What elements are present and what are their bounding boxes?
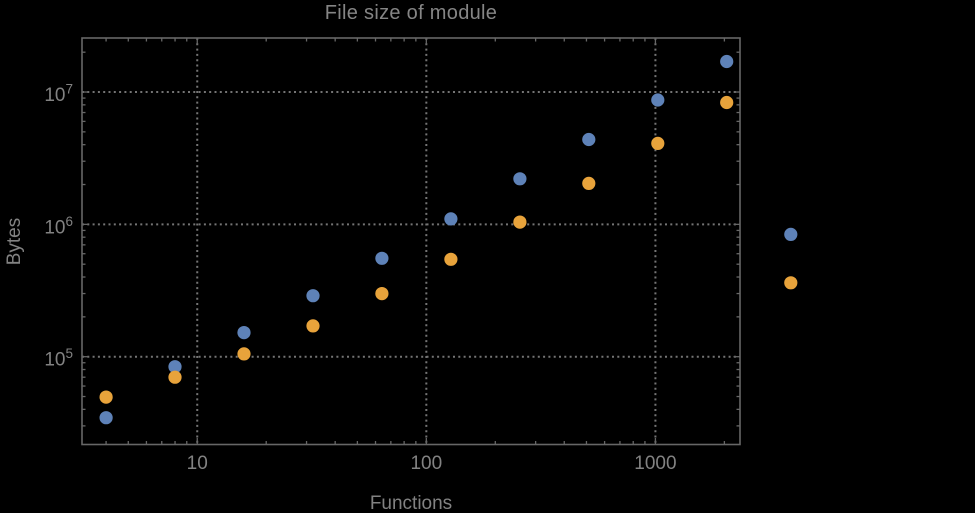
data-point — [720, 54, 734, 69]
data-point — [168, 370, 182, 384]
data-point — [237, 347, 251, 361]
x-tick-label: 10 — [187, 453, 208, 474]
data-point — [444, 212, 458, 226]
data-point — [784, 227, 798, 241]
y-tick-label: 107 — [44, 82, 73, 107]
data-point — [99, 411, 113, 425]
y-tick-label: 105 — [44, 346, 73, 371]
data-point — [651, 93, 665, 107]
data-point — [784, 276, 798, 290]
data-point — [375, 251, 389, 265]
data-point — [168, 360, 182, 374]
data-point — [375, 287, 389, 301]
data-point — [237, 326, 251, 340]
data-point — [651, 136, 665, 150]
data-point — [513, 172, 527, 186]
tick-marks — [82, 38, 740, 445]
data-point — [99, 390, 113, 404]
frame-rect — [81, 37, 741, 446]
y-tick-label: 106 — [44, 214, 73, 239]
plot-frame — [81, 37, 741, 446]
data-point — [582, 132, 596, 147]
chart-title: File size of module — [325, 2, 497, 24]
data-point — [582, 176, 596, 190]
data-point — [720, 95, 734, 110]
x-axis-label: Functions — [370, 493, 452, 513]
x-tick-label: 1000 — [634, 453, 676, 474]
data-point — [513, 215, 527, 229]
y-axis-label: Bytes — [4, 218, 25, 266]
data-point — [306, 319, 320, 333]
data-point — [306, 289, 320, 303]
x-tick-label: 100 — [410, 453, 442, 474]
gridlines — [82, 38, 740, 445]
data-points — [99, 54, 798, 425]
data-point — [444, 252, 458, 266]
tick-labels: 10 100 1000 105 106 107 — [44, 82, 676, 474]
